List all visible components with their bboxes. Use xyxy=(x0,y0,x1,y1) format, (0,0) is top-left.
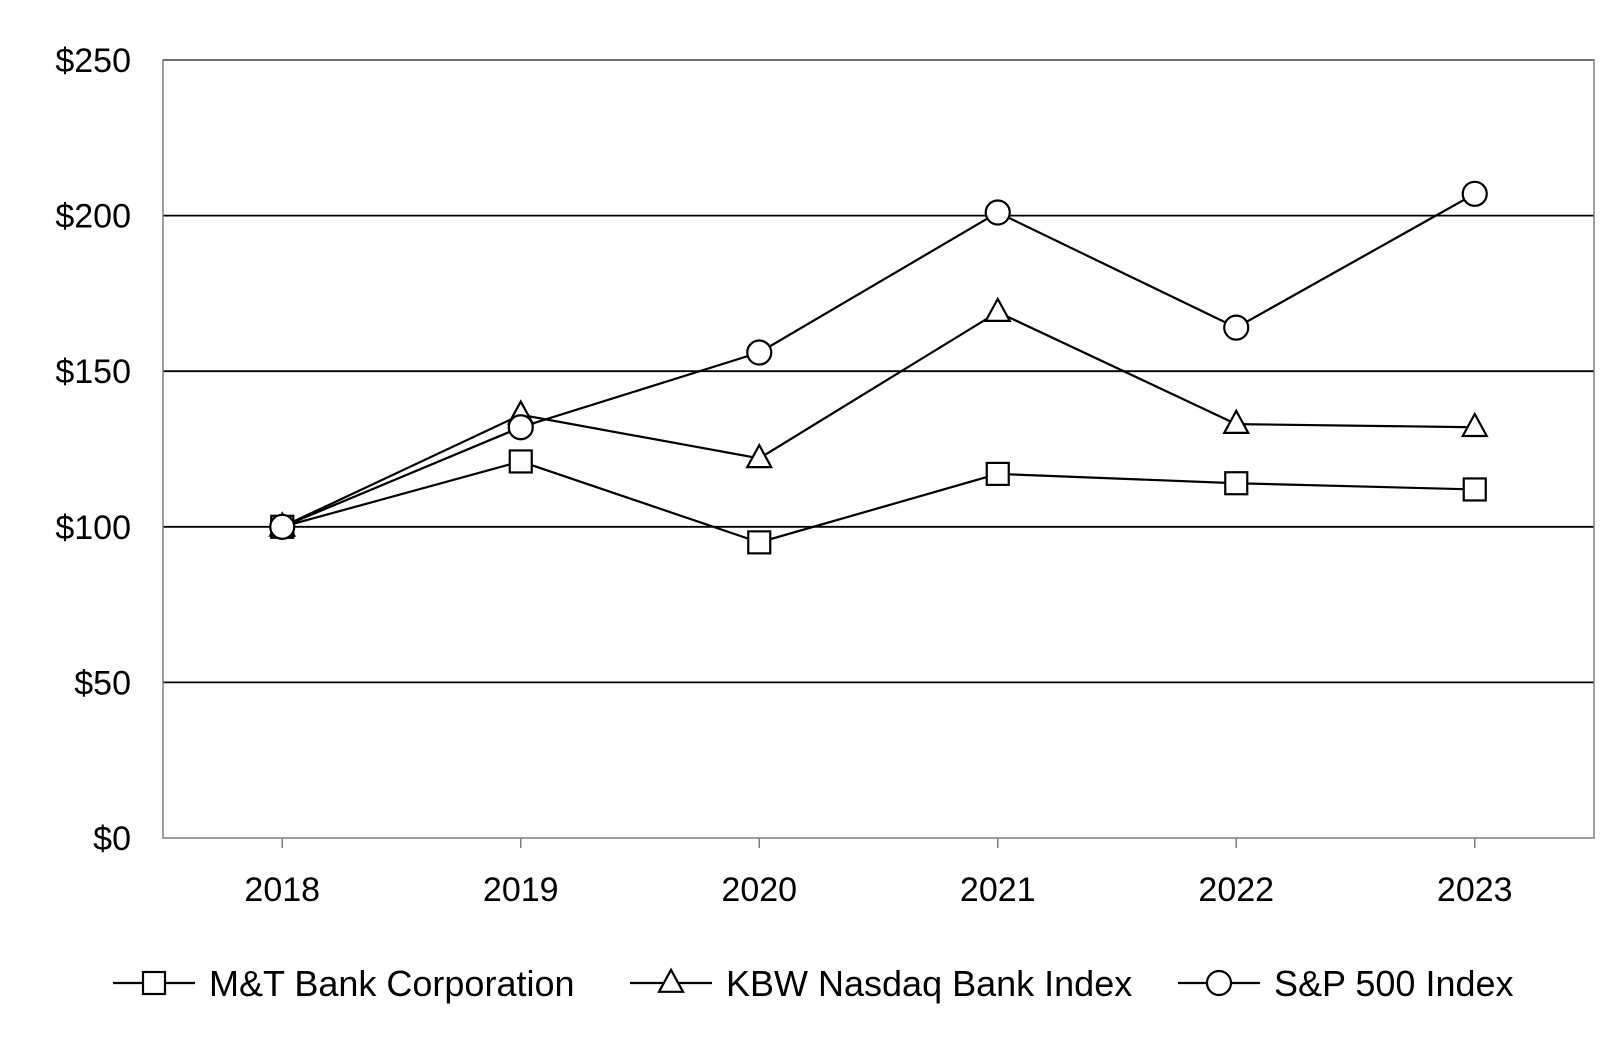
y-tick-label: $0 xyxy=(93,820,131,858)
y-tick-label: $50 xyxy=(74,664,131,702)
legend-circle-icon xyxy=(1205,969,1233,997)
x-tick-label: 2019 xyxy=(483,871,559,909)
y-axis-labels: $0 $50 $100 $150 $200 $250 xyxy=(55,42,131,858)
x-tick-label: 2018 xyxy=(244,871,320,909)
legend-triangle-icon xyxy=(657,967,685,993)
x-tick-label: 2020 xyxy=(721,871,797,909)
series-layer xyxy=(268,180,1489,555)
data-point-circle xyxy=(746,339,773,366)
legend-label: M&T Bank Corporation xyxy=(209,963,575,1004)
data-point-triangle xyxy=(1222,408,1251,435)
series-circle xyxy=(269,180,1488,540)
legend-item-triangle: KBW Nasdaq Bank Index xyxy=(630,963,1132,1004)
series-line-triangle xyxy=(281,310,1475,528)
x-tick-label: 2022 xyxy=(1198,871,1274,909)
data-point-triangle xyxy=(1460,411,1489,438)
legend-label: S&P 500 Index xyxy=(1274,963,1514,1004)
data-point-circle xyxy=(984,199,1011,226)
x-axis-labels: 2018 2019 2020 2021 2022 2023 xyxy=(244,871,1512,909)
data-point-square xyxy=(985,461,1010,486)
data-point-square xyxy=(1224,471,1249,496)
x-tick-label: 2021 xyxy=(960,871,1036,909)
data-point-square xyxy=(508,449,533,474)
data-point-circle xyxy=(507,414,534,441)
data-point-square xyxy=(1462,477,1487,502)
data-point-triangle xyxy=(983,296,1012,322)
data-point-triangle xyxy=(745,442,774,469)
series-line-square xyxy=(281,460,1475,544)
legend-item-square: M&T Bank Corporation xyxy=(113,963,575,1004)
data-point-circle xyxy=(1461,180,1488,207)
y-tick-label: $150 xyxy=(55,353,131,391)
x-axis-ticks xyxy=(281,838,1476,848)
legend: M&T Bank Corporation KBW Nasdaq Bank Inde… xyxy=(113,963,1514,1004)
data-point-circle xyxy=(1223,314,1250,341)
x-tick-label: 2023 xyxy=(1437,871,1513,909)
legend-item-circle: S&P 500 Index xyxy=(1178,963,1514,1004)
legend-square-icon xyxy=(141,970,167,996)
plot-area-frame xyxy=(162,59,1595,839)
data-point-circle xyxy=(269,513,296,540)
series-line-circle xyxy=(281,192,1476,528)
legend-label: KBW Nasdaq Bank Index xyxy=(726,963,1132,1004)
y-tick-label: $200 xyxy=(55,198,131,236)
data-point-square xyxy=(747,530,772,555)
y-tick-label: $250 xyxy=(55,42,131,80)
y-tick-label: $100 xyxy=(55,509,131,547)
